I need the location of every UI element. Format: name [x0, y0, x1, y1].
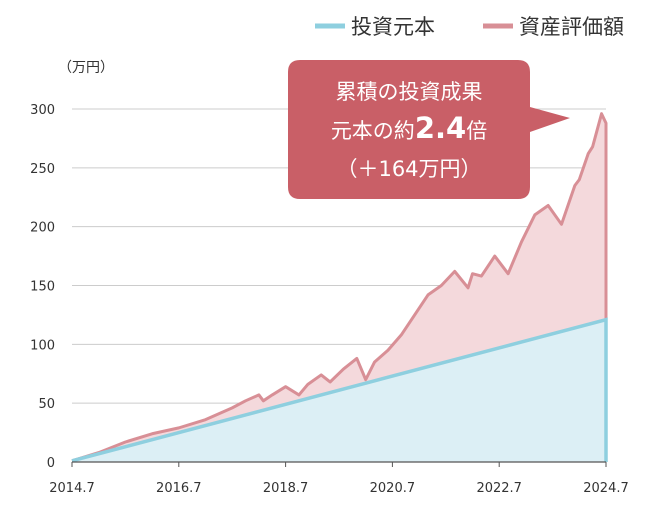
callout-line2-suffix: 倍 [466, 119, 487, 143]
x-tick-label: 2020.7 [370, 481, 416, 496]
x-tick-label: 2024.7 [583, 481, 629, 496]
callout-line3: （＋164万円） [336, 157, 481, 181]
y-axis-unit: （万円） [58, 60, 114, 76]
y-tick-label: 50 [38, 397, 55, 412]
y-tick-label: 200 [30, 221, 55, 236]
x-tick-label: 2022.7 [476, 481, 522, 496]
legend-label-principal: 投資元本 [351, 15, 435, 39]
y-tick-label: 300 [30, 103, 55, 118]
y-axis-ticks: 0 50 100 150 200 250 300 [30, 103, 55, 471]
y-tick-label: 250 [30, 162, 55, 177]
legend: 投資元本 資産評価額 [315, 15, 624, 39]
value-line [71, 112, 608, 463]
callout-line2-prefix: 元本の約 [331, 119, 415, 143]
y-tick-label: 150 [30, 280, 55, 295]
callout-line2: 元本の約2.4倍 [331, 111, 487, 145]
y-tick-label: 0 [47, 456, 55, 471]
x-tick-label: 2014.7 [49, 481, 95, 496]
y-tick-label: 100 [30, 338, 55, 353]
x-tick-label: 2018.7 [263, 481, 309, 496]
x-axis-ticks: 2014.7 2016.7 2018.7 2020.7 2022.7 2024.7 [49, 462, 629, 496]
callout-multiplier: 2.4 [415, 111, 466, 145]
callout: 累積の投資成果 元本の約2.4倍 （＋164万円） [288, 60, 570, 199]
x-tick-label: 2016.7 [156, 481, 202, 496]
principal-line [71, 317, 608, 463]
callout-line1: 累積の投資成果 [336, 80, 483, 104]
callout-box [288, 60, 570, 199]
legend-label-value: 資産評価額 [519, 15, 624, 39]
